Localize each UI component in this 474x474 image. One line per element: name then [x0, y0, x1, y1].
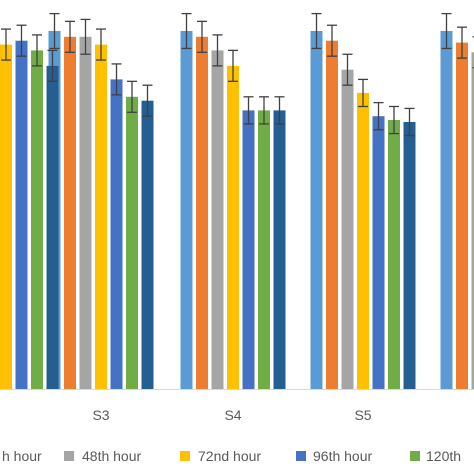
legend-swatch: [180, 451, 190, 461]
bar-s2-series-5: [15, 40, 28, 389]
bar-s6-series-1: [440, 31, 453, 389]
legend-label: 48th hour: [82, 448, 141, 464]
category-label-s3: S3: [92, 407, 109, 423]
error-bar-s3-series-6: [127, 80, 137, 113]
legend-swatch: [410, 451, 420, 461]
error-bar-s4-series-6: [259, 96, 269, 125]
bar-s2-series-7: [46, 65, 59, 390]
error-bar-s6-series-2: [457, 26, 467, 59]
error-bar-s5-series-7: [404, 107, 415, 137]
error-bar-s3-series-4: [96, 28, 106, 61]
legend-item-2: 48th hour: [64, 448, 141, 464]
error-bar-s3-series-1: [49, 12, 60, 50]
legend-swatch: [64, 451, 74, 461]
bar-s5-series-7: [403, 122, 416, 389]
error-bar-s5-series-6: [389, 105, 399, 135]
error-bar-s5-series-5: [373, 101, 384, 131]
bar-s5-series-4: [357, 92, 369, 390]
bar-s3-series-7: [141, 100, 154, 389]
error-bar-s5-series-2: [327, 24, 337, 57]
bar-s5-series-5: [372, 116, 385, 389]
bar-s5-series-6: [388, 120, 400, 389]
error-bar-s5-series-4: [358, 78, 368, 108]
category-label-s4: S4: [224, 407, 241, 423]
error-bar-s2-series-4: [1, 28, 11, 61]
error-bar-s3-series-5: [111, 63, 122, 96]
error-bar-s2-series-6: [32, 34, 42, 67]
bar-s4-series-7: [273, 110, 286, 390]
bar-s3-series-6: [126, 96, 138, 390]
error-bar-s2-series-5: [16, 24, 27, 57]
bar-s3-series-4: [95, 44, 107, 389]
category-labels: S3 S4 S5: [92, 407, 371, 423]
bar-s4-series-3: [211, 50, 224, 390]
bar-s3-series-5: [110, 79, 123, 390]
bar-s5-series-1: [310, 31, 323, 389]
error-bar-s5-series-3: [342, 53, 353, 86]
bar-s6-series-3: [471, 52, 474, 390]
error-bar-s2-series-7: [47, 49, 58, 82]
error-bar-s6-series-1: [441, 12, 452, 50]
bar-s5-series-2: [326, 40, 338, 389]
bar-s4-series-2: [196, 36, 208, 390]
error-bar-s3-series-3: [80, 18, 91, 55]
bar-s6-series-2: [456, 42, 468, 389]
error-bar-s4-series-4: [228, 49, 238, 82]
legend-item-5: 120th: [410, 448, 461, 464]
legend-label: 120th: [426, 448, 461, 464]
bar-s3-series-3: [79, 36, 92, 390]
bar-s3-series-2: [64, 36, 76, 390]
bar-s4-series-5: [242, 110, 255, 390]
error-bar-s4-series-1: [181, 12, 192, 50]
legend-label: 72nd hour: [198, 448, 261, 464]
legend-label: 96th hour: [313, 448, 372, 464]
legend-item-3: 72nd hour: [180, 448, 261, 464]
bar-s4-series-6: [258, 110, 270, 390]
bar-s5-series-3: [341, 69, 354, 389]
legend: h hour 48th hour 72nd hour 96th hour 120th: [2, 448, 461, 464]
bar-s2-series-6: [31, 50, 43, 390]
error-bar-s4-series-7: [274, 96, 285, 125]
bar-s4-series-1: [180, 31, 193, 389]
legend-swatch: [296, 451, 306, 461]
error-bar-s4-series-5: [243, 96, 254, 125]
legend-item-4: 96th hour: [296, 448, 372, 464]
bar-s2-series-4: [0, 44, 12, 389]
bar-s4-series-4: [227, 65, 239, 390]
error-bars-layer: [1, 12, 474, 137]
error-bar-s5-series-1: [311, 12, 322, 50]
error-bar-s4-series-2: [197, 20, 207, 53]
error-bar-s3-series-7: [142, 84, 153, 117]
category-label-s5: S5: [354, 407, 371, 423]
legend-label: h hour: [2, 448, 42, 464]
error-bar-s4-series-3: [212, 34, 223, 67]
legend-item-1: h hour: [2, 448, 42, 464]
error-bar-s3-series-2: [65, 20, 75, 53]
bars-layer: [0, 31, 474, 390]
